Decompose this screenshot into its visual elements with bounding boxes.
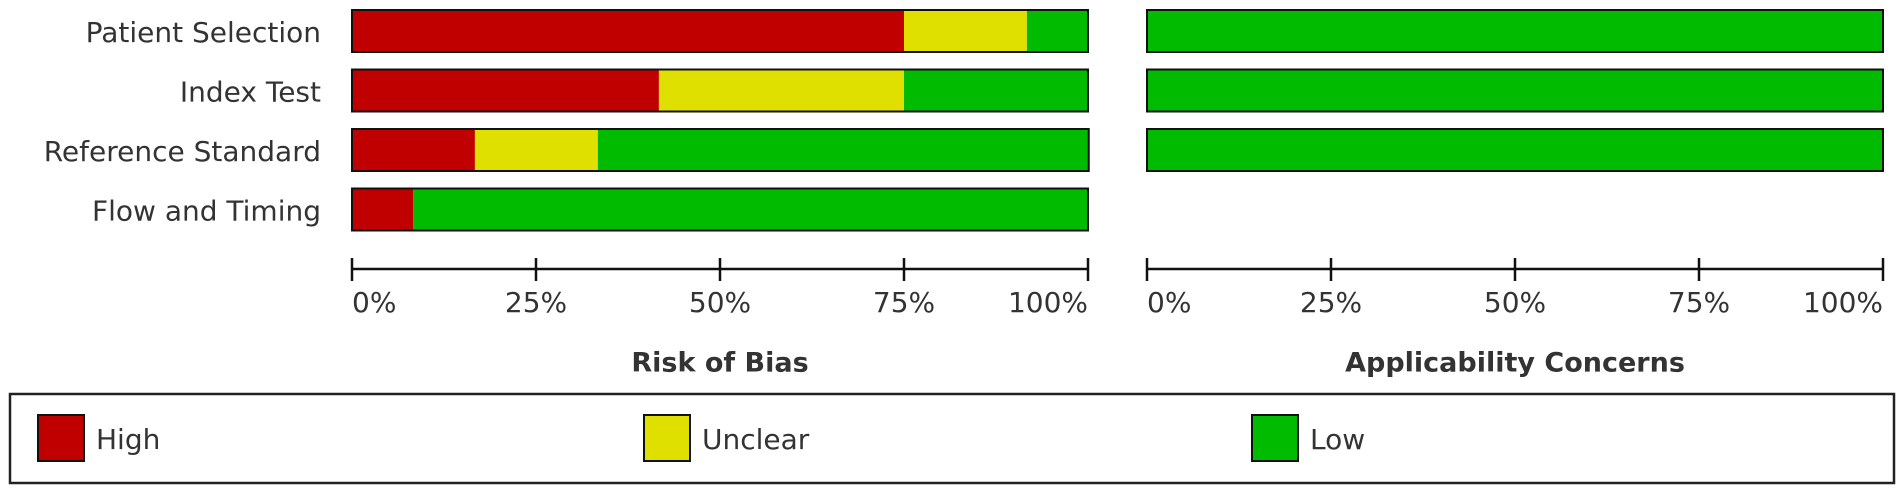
x-tick-label: 25% [1300,286,1362,319]
y-tick-label: Patient Selection [86,16,321,49]
legend-box [8,392,1896,485]
x-tick-label: 0% [1147,286,1191,319]
x-tick-label: 50% [1484,286,1546,319]
x-tick-label: 100% [1008,286,1088,319]
bar-segment [474,129,598,171]
y-tick-label: Index Test [180,76,321,109]
x-tick-label: 25% [505,286,567,319]
bar-segment [352,188,414,231]
panel-title: Applicability Concerns [1345,348,1685,379]
legend-label: High [96,423,160,456]
bar-outline [351,9,1089,53]
bar-outline [351,128,1090,172]
x-tick-label: 50% [689,286,751,319]
bar-outline [351,187,1089,232]
legend-swatch [1251,414,1299,462]
panel-title: Risk of Bias [631,348,808,379]
bar-segment [658,69,904,112]
bar-segment [597,129,1089,171]
bar-outline [1146,9,1884,53]
x-tick-label: 0% [352,286,396,319]
legend-swatch [37,414,85,462]
bar-segment [904,69,1088,112]
bar-outline [1146,128,1884,172]
legend-label: Low [1310,423,1365,456]
x-tick-label: 75% [1668,286,1730,319]
bar-segment [1147,129,1883,171]
y-tick-label: Reference Standard [44,135,321,168]
y-tick-label: Flow and Timing [92,195,321,228]
bar-segment [352,129,475,171]
bar-outline [1146,68,1884,113]
bar-segment [352,69,659,112]
bar-segment [904,10,1027,52]
bar-segment [352,10,904,52]
legend-label: Unclear [702,423,810,456]
x-tick-label: 100% [1803,286,1883,319]
bar-segment [413,188,1088,231]
legend-swatch [643,414,691,462]
x-tick-label: 75% [873,286,935,319]
bar-segment [1026,10,1088,52]
bar-segment [1147,10,1883,52]
bar-outline [351,68,1089,113]
bar-segment [1147,69,1883,112]
